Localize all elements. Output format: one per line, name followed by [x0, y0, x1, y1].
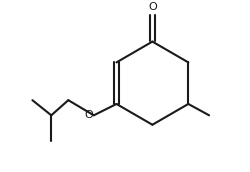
Text: O: O — [148, 2, 157, 12]
Text: O: O — [84, 110, 93, 120]
